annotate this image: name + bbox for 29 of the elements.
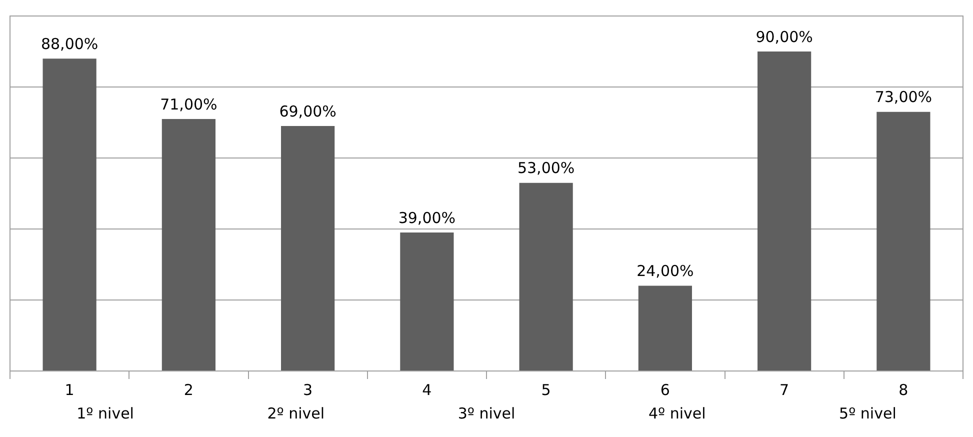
x-tick-label: 6 (660, 380, 670, 399)
x-tick-label: 5 (541, 380, 551, 399)
bar (42, 58, 96, 370)
data-label: 73,00% (874, 88, 932, 106)
x-tick-label: 2 (184, 380, 194, 399)
data-label: 71,00% (160, 95, 218, 114)
bar (162, 118, 216, 370)
bar (519, 182, 573, 370)
text: 4º nivel (648, 404, 706, 422)
data-label: 24,00% (636, 262, 694, 280)
x-tick-label: 1 (64, 380, 74, 399)
bar (758, 52, 812, 370)
bar (638, 286, 692, 370)
data-label: 53,00% (517, 159, 575, 178)
text: 1º nivel (76, 404, 134, 422)
x-tick-label: 4 (422, 380, 432, 399)
data-label: 90,00% (756, 28, 813, 46)
text: 3º nivel (458, 404, 516, 422)
x-tick-label: 8 (898, 380, 908, 399)
text: 2º nivel (267, 404, 325, 422)
bar (281, 126, 335, 370)
text: 5º nivel (839, 404, 896, 422)
bar (400, 232, 454, 370)
x-tick-label: 7 (780, 380, 790, 399)
bar (876, 112, 930, 370)
data-label: 39,00% (398, 208, 456, 227)
x-tick-label: 3 (303, 380, 313, 399)
data-label: 69,00% (279, 102, 336, 120)
data-label: 88,00% (40, 34, 98, 53)
